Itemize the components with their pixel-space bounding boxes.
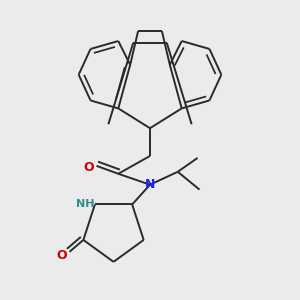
Text: O: O (83, 161, 94, 174)
Text: NH: NH (76, 200, 94, 209)
Text: N: N (145, 178, 155, 191)
Text: O: O (56, 249, 67, 262)
